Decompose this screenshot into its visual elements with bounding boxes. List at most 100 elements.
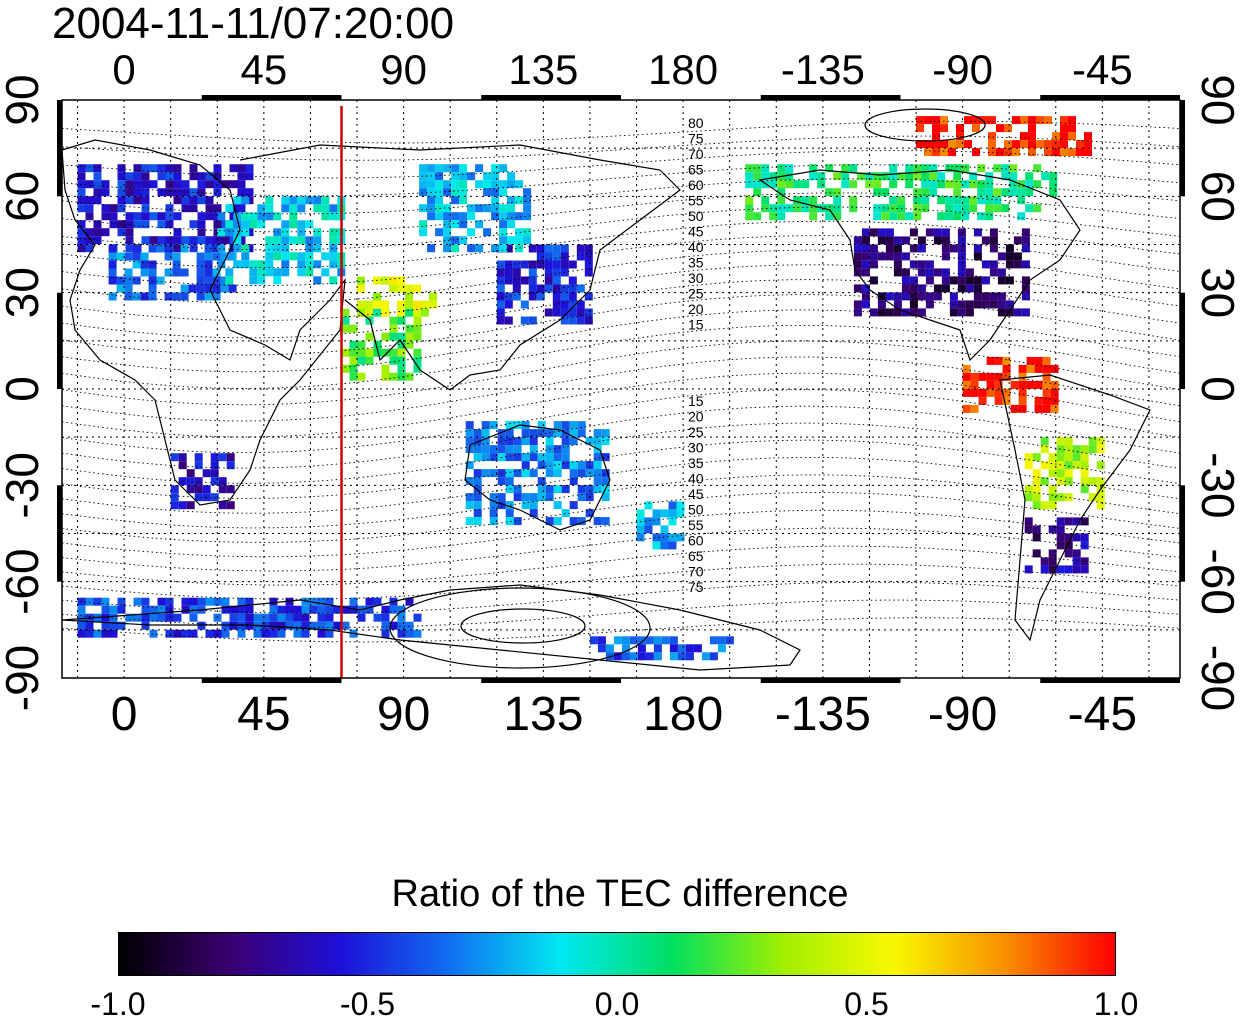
tec-cell bbox=[313, 196, 322, 205]
tec-cell bbox=[1018, 388, 1027, 397]
tec-cell bbox=[218, 477, 227, 486]
tec-cell bbox=[1068, 148, 1076, 157]
tec-cell bbox=[969, 196, 978, 205]
tec-cell bbox=[909, 300, 918, 309]
tec-cell bbox=[443, 212, 452, 221]
tec-cell bbox=[949, 308, 958, 317]
tec-cell bbox=[552, 268, 561, 277]
tec-cell bbox=[305, 268, 314, 277]
tec-cell bbox=[793, 180, 802, 189]
tec-cell bbox=[1040, 477, 1049, 486]
tec-cell bbox=[77, 244, 86, 253]
tec-cell bbox=[1034, 404, 1043, 413]
tec-cell bbox=[881, 204, 890, 213]
tec-cell bbox=[497, 493, 506, 502]
tec-cell bbox=[196, 276, 205, 285]
lon-tick-bottom: 135 bbox=[503, 688, 583, 741]
contour-label: 25 bbox=[688, 286, 704, 302]
tec-cell bbox=[584, 292, 593, 301]
tec-cell bbox=[785, 180, 794, 189]
tec-cell bbox=[885, 236, 894, 245]
tec-cell bbox=[897, 196, 906, 205]
tec-cell bbox=[465, 501, 474, 510]
tec-cell bbox=[165, 212, 174, 221]
tec-cell bbox=[653, 652, 662, 661]
axis-bar-top bbox=[1040, 95, 1180, 100]
tec-cell bbox=[1048, 461, 1057, 470]
tec-cell bbox=[196, 292, 205, 301]
tec-cell bbox=[140, 268, 149, 277]
lat-tick-left: 90 bbox=[0, 74, 48, 125]
tec-cell bbox=[149, 605, 158, 614]
tec-cell bbox=[365, 605, 374, 614]
tec-cell bbox=[885, 308, 894, 317]
tec-cell bbox=[397, 629, 406, 638]
tec-cell bbox=[869, 260, 878, 269]
tec-cell bbox=[505, 509, 514, 518]
tec-cell bbox=[1032, 525, 1041, 534]
tec-cell bbox=[905, 172, 914, 181]
tec-cell bbox=[988, 132, 996, 141]
tec-cell bbox=[825, 164, 834, 173]
tec-cell bbox=[419, 164, 428, 173]
contour-label: 75 bbox=[688, 579, 704, 595]
tec-cell bbox=[133, 164, 142, 173]
tec-cell bbox=[489, 445, 498, 454]
tec-cell bbox=[225, 252, 234, 261]
tec-cell bbox=[365, 316, 374, 325]
mag-lat-contour bbox=[61, 372, 1181, 438]
tec-cell bbox=[528, 268, 537, 277]
tec-cell bbox=[1064, 533, 1073, 542]
tec-cell bbox=[515, 228, 524, 237]
tec-cell bbox=[577, 469, 586, 478]
contour-ellipse-inner bbox=[460, 608, 586, 644]
tec-cell bbox=[953, 180, 962, 189]
colorbar-tick-label: 1.0 bbox=[1093, 986, 1139, 1022]
tec-cell bbox=[1036, 140, 1044, 149]
tec-cell bbox=[677, 644, 686, 653]
tec-cell bbox=[1004, 124, 1012, 133]
tec-cell bbox=[237, 621, 246, 630]
tec-cell bbox=[218, 453, 227, 462]
tec-cell bbox=[925, 276, 934, 285]
tec-cell bbox=[1042, 364, 1051, 373]
tec-cell bbox=[213, 629, 222, 638]
lon-tick-top: 90 bbox=[380, 46, 427, 93]
tec-cell bbox=[197, 172, 206, 181]
tec-cell bbox=[801, 204, 810, 213]
tec-cell bbox=[613, 636, 622, 645]
mag-lat-contour bbox=[61, 356, 1181, 422]
tec-cell bbox=[1041, 172, 1050, 181]
tec-cell bbox=[217, 228, 226, 237]
tec-cell bbox=[994, 356, 1003, 365]
tec-cell bbox=[124, 252, 133, 261]
tec-cell bbox=[333, 621, 342, 630]
tec-cell bbox=[253, 613, 262, 622]
tec-cell bbox=[1060, 140, 1068, 149]
tec-cell bbox=[1052, 148, 1060, 157]
tec-cell bbox=[165, 172, 174, 181]
tec-cell bbox=[405, 300, 413, 309]
tec-cell bbox=[1005, 244, 1014, 253]
tec-cell bbox=[77, 621, 86, 630]
tec-cell bbox=[909, 244, 918, 253]
contour-label: 65 bbox=[688, 548, 704, 564]
tec-cell bbox=[653, 644, 662, 653]
tec-cell bbox=[165, 188, 174, 197]
tec-cell bbox=[459, 180, 468, 189]
tec-cell bbox=[593, 485, 602, 494]
tec-cell bbox=[265, 260, 274, 269]
tec-cell bbox=[553, 453, 562, 462]
tec-cell bbox=[577, 517, 586, 526]
tec-cell bbox=[1013, 252, 1022, 261]
tec-cell bbox=[443, 164, 452, 173]
contour-ellipse-mid bbox=[389, 587, 651, 669]
tec-cell bbox=[212, 292, 221, 301]
tec-cell bbox=[241, 212, 250, 221]
tec-cell bbox=[1010, 380, 1019, 389]
tec-cell bbox=[329, 260, 338, 269]
tec-cell bbox=[917, 260, 926, 269]
tec-cell bbox=[108, 276, 117, 285]
mag-lat-contour bbox=[61, 249, 1181, 304]
